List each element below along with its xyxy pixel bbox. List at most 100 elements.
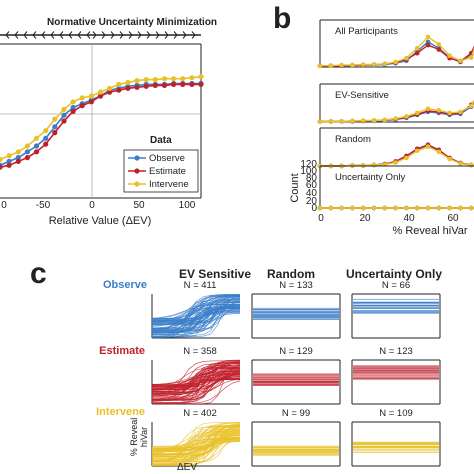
participant-curve: [152, 378, 241, 398]
subplot-ev-sensitive: EV-Sensitive: [317, 83, 474, 124]
data-point-intervene: [43, 128, 49, 134]
subplot-uncertainty-only: Uncertainty Only: [317, 165, 474, 211]
series-line-intervene: [0, 75, 202, 161]
data-point-intervene: [436, 42, 442, 47]
small-plot: N = 402: [151, 408, 241, 467]
participant-curve: [152, 311, 240, 330]
participant-curve: [152, 372, 241, 400]
data-point-intervene: [6, 153, 12, 159]
series-line-intervene: [320, 99, 474, 123]
count-label: N = 358: [183, 346, 217, 357]
data-point-intervene: [107, 85, 113, 91]
data-point-intervene: [425, 34, 431, 40]
arrowhead-mark: [59, 31, 64, 39]
data-point-intervene: [171, 76, 177, 82]
data-point-intervene: [371, 118, 377, 123]
data-point-estimate: [143, 83, 149, 89]
data-point-estimate: [125, 85, 131, 91]
arrowhead-mark: [146, 31, 151, 39]
data-point-intervene: [339, 119, 344, 124]
arrowhead-mark: [110, 31, 115, 39]
legend-label: Estimate: [149, 166, 186, 177]
count-label: N = 411: [184, 280, 217, 291]
row-label-estimate: Estimate: [99, 345, 145, 357]
data-point-intervene: [404, 55, 409, 61]
arrowhead-mark: [155, 31, 160, 39]
xtick-label: 40: [403, 213, 415, 224]
panel-b-xticks: 0 20 40 60: [318, 213, 459, 224]
panel-b-subplots: All Participants EV-Sensitive Random Uncert…: [317, 19, 474, 211]
column-title-ev-sensitive: EV Sensitive: [179, 267, 251, 281]
data-point-intervene: [425, 144, 431, 149]
data-point-estimate: [152, 82, 158, 88]
legend-entry-estimate: Estimate: [128, 166, 186, 177]
arrowhead-mark: [86, 31, 91, 39]
count-label: N = 123: [379, 346, 413, 357]
normative-arrows: [5, 31, 196, 39]
data-point-estimate: [70, 108, 76, 114]
data-point-intervene: [382, 61, 388, 67]
data-point-intervene: [414, 45, 420, 51]
participant-curve: [152, 435, 241, 448]
small-plot: N = 133: [251, 280, 341, 339]
legend-entry-observe: Observe: [128, 153, 185, 164]
data-point-intervene: [161, 76, 168, 82]
data-point-intervene: [198, 74, 204, 80]
data-point-intervene: [414, 205, 420, 211]
participant-curve: [151, 424, 240, 462]
panel-c-ylabel-line2: hiVar: [139, 427, 149, 447]
data-point-intervene: [468, 55, 474, 60]
arrowhead-mark: [137, 31, 142, 39]
arrowhead-mark: [23, 31, 28, 39]
data-point-intervene: [436, 108, 442, 113]
small-plot: N = 358: [151, 346, 241, 405]
participant-curve: [152, 424, 241, 450]
participant-curve: [152, 425, 240, 464]
small-plot: N = 123: [351, 346, 441, 405]
xtick-label: 60: [447, 213, 459, 224]
data-point-intervene: [317, 63, 323, 68]
subplot-random: Random: [317, 127, 474, 169]
participant-curve: [152, 427, 241, 463]
participant-curve: [151, 375, 240, 390]
ytick-label: 40: [306, 188, 318, 199]
data-point-intervene: [458, 109, 463, 115]
data-point-intervene: [404, 205, 409, 211]
participant-curve: [152, 300, 241, 334]
data-point-intervene: [350, 62, 355, 68]
data-point-intervene: [24, 143, 30, 149]
data-point-intervene: [339, 62, 344, 68]
data-point-intervene: [468, 103, 474, 109]
data-point-estimate: [414, 50, 420, 56]
arrowhead-mark: [77, 31, 82, 39]
panel-b-yticks: 0 20 40 60 80 100 120: [300, 159, 317, 214]
data-point-intervene: [360, 205, 366, 211]
participant-curve: [152, 377, 240, 395]
panel-label-b: b: [273, 2, 291, 35]
row-label-observe: Observe: [103, 279, 147, 291]
data-point-intervene: [70, 99, 76, 105]
data-point-estimate: [43, 141, 49, 147]
panel-a-xticks: 0 -50 0 50 100: [1, 200, 196, 211]
participant-curve: [152, 295, 241, 331]
subplot-title: EV-Sensitive: [335, 90, 389, 101]
data-point-intervene: [371, 162, 377, 168]
data-point-intervene: [436, 205, 442, 211]
normative-label: Normative Uncertainty Minimization: [47, 17, 217, 28]
data-point-observe: [52, 124, 58, 130]
row-label-intervene: Intervene: [96, 406, 145, 418]
data-point-intervene: [350, 118, 355, 124]
arrowhead-mark: [68, 31, 73, 39]
participant-curve: [152, 307, 240, 321]
arrowhead-mark: [32, 31, 37, 39]
data-point-intervene: [180, 76, 186, 82]
data-point-estimate: [61, 118, 67, 124]
subplot-title: All Participants: [335, 26, 398, 37]
small-plot: N = 99: [251, 408, 341, 467]
data-point-intervene: [458, 58, 463, 63]
count-label: N = 66: [382, 280, 410, 291]
participant-curve: [152, 436, 241, 454]
ytick-label: 120: [300, 159, 317, 170]
xtick-label: 100: [179, 200, 196, 211]
